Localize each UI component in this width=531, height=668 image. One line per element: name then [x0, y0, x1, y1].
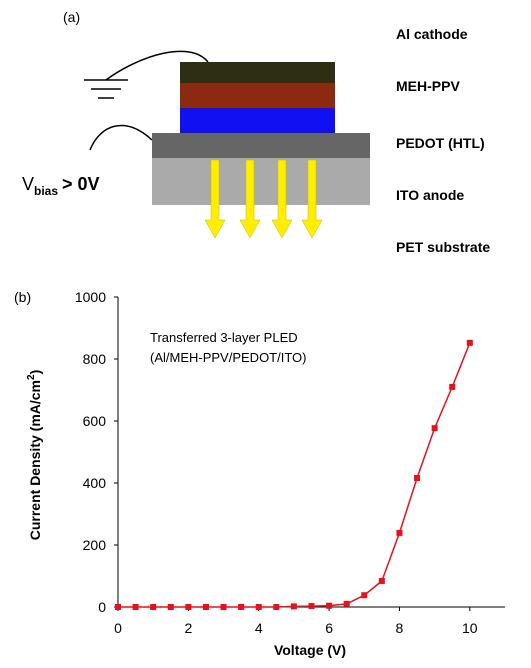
data-point — [361, 592, 367, 598]
al-layer — [180, 62, 335, 83]
y-tick-label: 200 — [83, 537, 107, 553]
data-point — [115, 604, 121, 610]
x-tick-label: 4 — [255, 620, 263, 636]
y-tick-label: 600 — [83, 413, 107, 429]
data-point — [185, 604, 191, 610]
data-point — [449, 384, 455, 390]
x-tick-label: 6 — [325, 620, 333, 636]
y-tick-label: 400 — [83, 475, 107, 491]
data-point — [344, 601, 350, 607]
x-tick-label: 8 — [396, 620, 404, 636]
bias-suffix: > 0V — [62, 174, 100, 194]
layer-label: PET substrate — [396, 239, 490, 255]
y-tick-label: 800 — [83, 351, 107, 367]
data-point — [291, 603, 297, 609]
layer-label: MEH-PPV — [396, 78, 460, 94]
meh-ppv-layer — [180, 83, 335, 108]
data-point — [379, 578, 385, 584]
layer-label: ITO anode — [396, 187, 464, 203]
data-point — [168, 604, 174, 610]
data-point — [432, 425, 438, 431]
panel-label: (a) — [63, 9, 80, 25]
annotation: (Al/MEH-PPV/PEDOT/ITO) — [150, 350, 307, 365]
bias-subscript: bias — [34, 184, 58, 198]
annotation: Transferred 3-layer PLED — [150, 330, 298, 345]
blue-layer — [180, 108, 335, 133]
x-axis-title: Voltage (V) — [274, 642, 346, 658]
ito-layer — [152, 158, 370, 205]
data-point — [221, 604, 227, 610]
x-tick-label: 2 — [184, 620, 192, 636]
data-point — [414, 475, 420, 481]
data-point — [396, 530, 402, 536]
data-point — [273, 604, 279, 610]
data-point — [203, 604, 209, 610]
x-tick-label: 0 — [114, 620, 122, 636]
y-title-text: Current Density (mA/cm — [27, 380, 43, 540]
data-point — [133, 604, 139, 610]
layer-label: PEDOT (HTL) — [396, 135, 485, 151]
data-point — [309, 603, 315, 609]
layer-label: Al cathode — [396, 26, 468, 42]
x-tick-label: 10 — [462, 620, 478, 636]
data-point — [326, 603, 332, 609]
data-point — [238, 604, 244, 610]
data-point — [150, 604, 156, 610]
data-point — [256, 604, 262, 610]
panel-label: (b) — [14, 289, 31, 305]
pedot-layer — [152, 133, 370, 158]
y-tick-label: 0 — [98, 599, 106, 615]
bias-symbol: V — [22, 174, 34, 194]
bias-label: Vbias > 0V — [22, 174, 100, 198]
data-point — [467, 340, 473, 346]
figure: (a) Al cathode MEH-PPV PEDOT (HTL) ITO a… — [0, 0, 531, 663]
y-title-suffix: ) — [27, 370, 43, 375]
data-line — [118, 343, 470, 607]
y-tick-label: 1000 — [75, 289, 106, 305]
y-axis-title: Current Density (mA/cm2) — [26, 370, 43, 541]
